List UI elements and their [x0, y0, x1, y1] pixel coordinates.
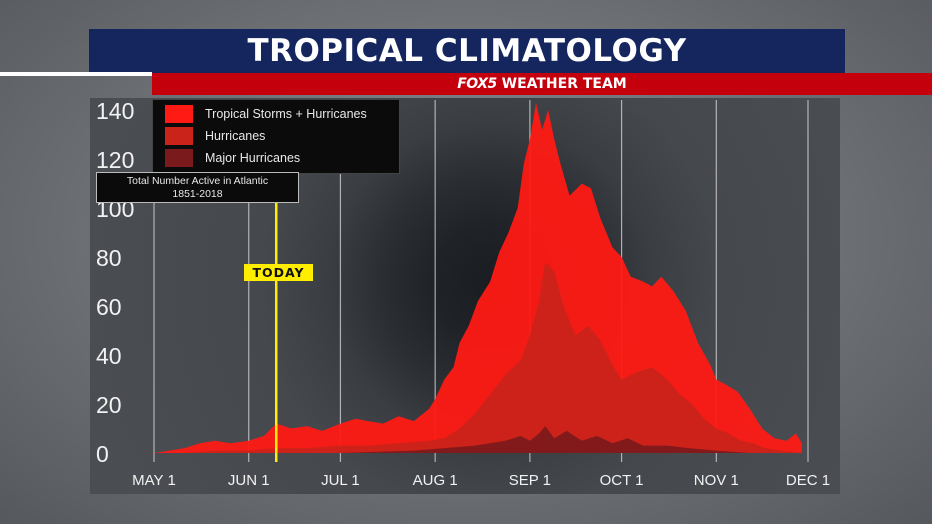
legend: Tropical Storms + Hurricanes Hurricanes … [152, 99, 400, 174]
x-tick-label: NOV 1 [694, 472, 739, 489]
y-tick-label: 0 [96, 441, 109, 467]
x-tick-label: JUN 1 [228, 472, 270, 489]
legend-label-hurricanes: Hurricanes [205, 129, 266, 143]
info-line-2: 1851-2018 [172, 188, 223, 200]
legend-label-major: Major Hurricanes [205, 151, 301, 165]
x-tick-label: DEC 1 [786, 472, 830, 489]
station-subtitle: WEATHER TEAM [501, 76, 627, 92]
station-banner: FOX5 WEATHER TEAM [152, 73, 932, 95]
legend-item-tropical: Tropical Storms + Hurricanes [165, 104, 367, 124]
today-label: TODAY [244, 264, 313, 281]
x-tick-label: JUL 1 [321, 472, 360, 489]
area-series-2 [154, 426, 802, 453]
x-tick-label: OCT 1 [600, 472, 644, 489]
y-tick-label: 40 [96, 343, 122, 369]
y-tick-label: 80 [96, 245, 122, 271]
x-tick-label: SEP 1 [509, 472, 551, 489]
x-tick-label: AUG 1 [413, 472, 458, 489]
station-logo: FOX5 [457, 76, 497, 92]
legend-swatch-tropical [165, 105, 193, 123]
legend-swatch-hurricanes [165, 127, 193, 145]
legend-item-major: Major Hurricanes [165, 148, 300, 168]
y-tick-label: 140 [96, 98, 134, 124]
legend-item-hurricanes: Hurricanes [165, 126, 265, 146]
area-series-0 [154, 102, 802, 453]
area-series-1 [154, 261, 802, 453]
y-tick-label: 20 [96, 392, 122, 418]
title-underline [0, 72, 152, 76]
legend-swatch-major [165, 149, 193, 167]
y-tick-label: 60 [96, 294, 122, 320]
info-line-1: Total Number Active in Atlantic [126, 175, 269, 187]
y-tick-label: 120 [96, 147, 134, 173]
info-box: Total Number Active in Atlantic 1851-201… [96, 172, 299, 203]
chart-title: TROPICAL CLIMATOLOGY [89, 29, 845, 73]
x-tick-label: MAY 1 [132, 472, 176, 489]
legend-label-tropical: Tropical Storms + Hurricanes [205, 107, 367, 121]
